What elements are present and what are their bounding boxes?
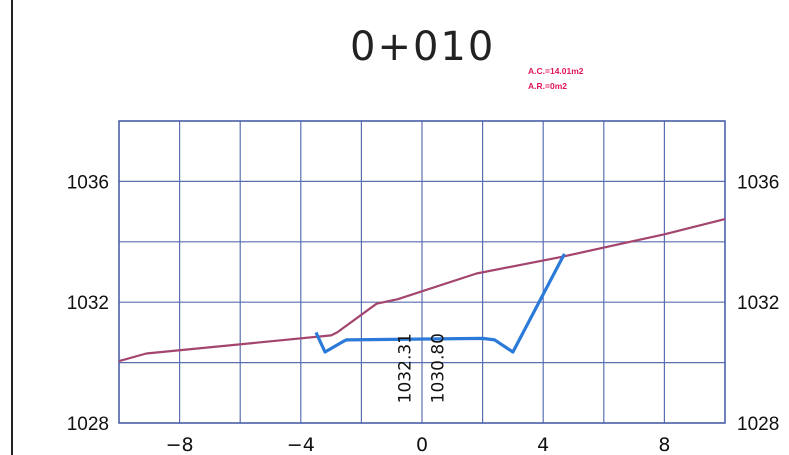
design-section-line (314, 253, 566, 354)
tick-layer: 1028 1028 1032 1032 1036 1036 −8 −4 0 4 8 (67, 172, 780, 455)
elevation-labels: 1032.31 1030.80 (395, 333, 448, 403)
y-tick-label-left: 1032 (67, 293, 109, 314)
cut-area-label: A.C.=14.01m2 (528, 66, 584, 76)
y-tick-label-left: 1036 (67, 172, 109, 193)
ground-profile-line (118, 218, 726, 363)
series-layer (118, 218, 726, 363)
fill-area-label: A.R.=0m2 (528, 81, 567, 91)
x-tick-label: 0 (416, 434, 428, 455)
elevation-label: 1030.80 (429, 333, 449, 403)
elevation-label: 1032.31 (395, 333, 415, 403)
x-tick-label: 8 (658, 434, 670, 455)
y-tick-label-right: 1032 (737, 293, 779, 314)
x-tick-label: −4 (287, 434, 315, 455)
y-tick-label-left: 1028 (67, 414, 109, 435)
x-tick-label: −8 (166, 434, 194, 455)
plot-frame (118, 120, 726, 424)
y-tick-label-right: 1036 (737, 172, 779, 193)
grid (118, 120, 726, 424)
x-tick-label: 4 (537, 434, 549, 455)
y-tick-label-right: 1028 (737, 414, 779, 435)
station-title: 0+010 (350, 24, 496, 70)
frame-border (11, 0, 13, 455)
